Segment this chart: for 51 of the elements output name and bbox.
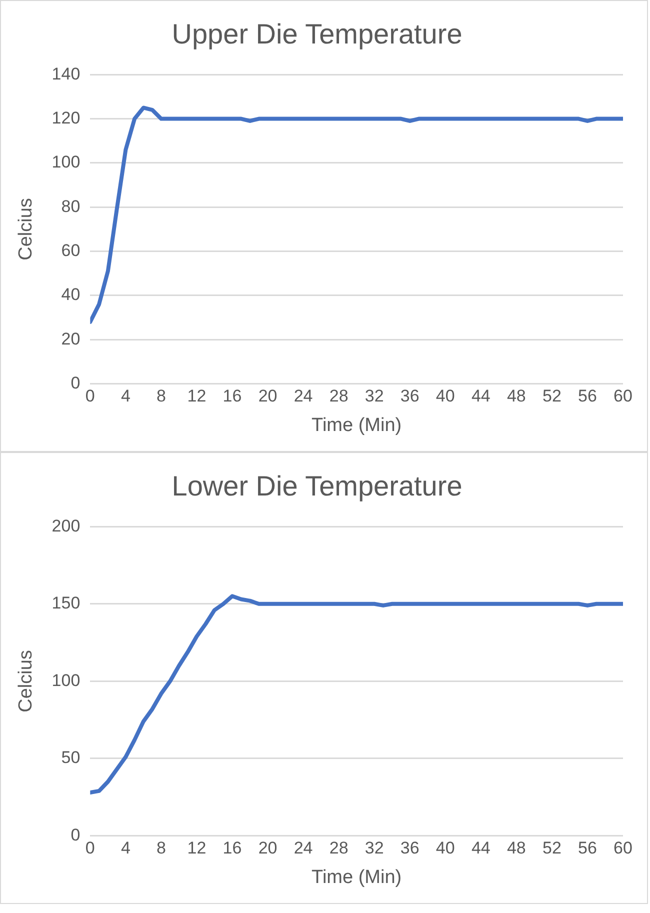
x-tick-label: 4 bbox=[120, 386, 130, 406]
x-axis-title: Time (Min) bbox=[312, 414, 402, 436]
chart-title: Upper Die Temperature bbox=[172, 18, 462, 50]
x-tick-label: 40 bbox=[436, 838, 455, 858]
x-tick-label: 0 bbox=[85, 838, 95, 858]
chart-title: Lower Die Temperature bbox=[172, 470, 462, 502]
x-tick-label: 32 bbox=[364, 386, 384, 406]
x-tick-label: 8 bbox=[156, 386, 166, 406]
y-axis-title: Celcius bbox=[16, 650, 37, 712]
y-tick-label: 150 bbox=[52, 594, 80, 613]
x-tick-label: 28 bbox=[329, 386, 348, 406]
x-tick-label: 20 bbox=[258, 386, 278, 406]
x-tick-label: 60 bbox=[614, 386, 632, 406]
x-tick-label: 16 bbox=[222, 838, 242, 858]
x-tick-label: 4 bbox=[120, 838, 130, 858]
y-tick-label: 80 bbox=[61, 196, 80, 216]
x-tick-label: 44 bbox=[471, 838, 490, 858]
x-tick-label: 24 bbox=[294, 386, 313, 406]
y-tick-label: 200 bbox=[52, 516, 80, 536]
x-tick-label: 12 bbox=[187, 386, 206, 406]
y-tick-label: 0 bbox=[70, 373, 80, 392]
y-tick-label: 100 bbox=[52, 152, 80, 172]
x-tick-label: 24 bbox=[294, 838, 313, 858]
y-tick-label: 20 bbox=[61, 329, 80, 348]
x-tick-label: 56 bbox=[578, 386, 597, 406]
x-tick-label: 40 bbox=[436, 386, 455, 406]
y-tick-label: 50 bbox=[61, 748, 80, 768]
x-tick-label: 0 bbox=[85, 386, 95, 406]
x-tick-label: 48 bbox=[506, 386, 526, 406]
x-tick-label: 12 bbox=[187, 838, 206, 858]
y-tick-label: 120 bbox=[52, 108, 80, 128]
x-axis-title: Time (Min) bbox=[312, 866, 402, 888]
y-tick-label: 60 bbox=[61, 240, 80, 260]
x-tick-label: 20 bbox=[258, 838, 278, 858]
x-tick-label: 44 bbox=[471, 386, 490, 406]
x-tick-label: 28 bbox=[329, 838, 348, 858]
x-tick-label: 52 bbox=[542, 386, 562, 406]
x-tick-label: 36 bbox=[400, 386, 420, 406]
y-tick-label: 100 bbox=[52, 670, 80, 690]
y-tick-label: 40 bbox=[61, 285, 80, 304]
x-tick-label: 48 bbox=[506, 838, 526, 858]
x-tick-label: 52 bbox=[542, 838, 562, 858]
x-tick-label: 8 bbox=[156, 838, 166, 858]
x-tick-label: 16 bbox=[222, 386, 242, 406]
x-tick-label: 56 bbox=[578, 838, 597, 858]
x-tick-label: 36 bbox=[400, 838, 420, 858]
x-tick-label: 32 bbox=[364, 838, 384, 858]
y-axis-title: Celcius bbox=[16, 198, 37, 260]
y-tick-label: 140 bbox=[52, 64, 80, 84]
x-tick-label: 60 bbox=[614, 838, 632, 858]
y-tick-label: 0 bbox=[70, 825, 80, 844]
